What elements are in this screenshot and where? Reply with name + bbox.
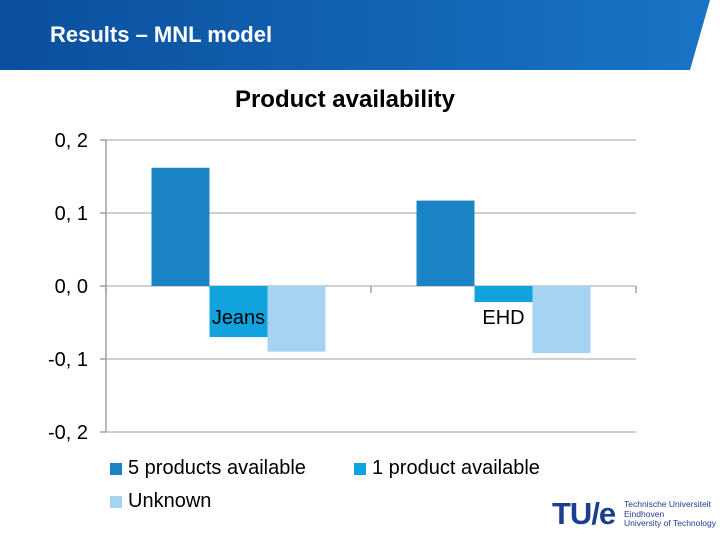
legend-item-unknown: Unknown	[110, 490, 211, 513]
y-tick-label: 0, 2	[55, 130, 88, 152]
logo-line: University of Technology	[624, 518, 716, 528]
y-tick-label: 0, 1	[55, 203, 88, 225]
bar	[532, 286, 591, 354]
logo-line: Technische Universiteit	[624, 499, 711, 509]
header-banner	[0, 0, 710, 70]
logo-mark: TU/e	[552, 496, 616, 531]
y-tick-label: -0, 2	[48, 422, 88, 444]
logo-line: Eindhoven	[624, 508, 665, 519]
legend-label: 5 products available	[128, 457, 306, 479]
bar	[474, 286, 533, 303]
legend-label: 1 product available	[372, 457, 540, 479]
legend-swatch	[110, 462, 122, 475]
chart-title: Product availability	[234, 86, 456, 113]
slide-title: Results – MNL model	[50, 22, 273, 47]
y-tick-label: 0, 0	[55, 276, 88, 298]
bars	[151, 167, 591, 354]
bar	[267, 286, 326, 352]
bar	[209, 286, 268, 338]
legend-item-5-products: 5 products available	[110, 457, 306, 480]
category-label: Jeans	[212, 307, 265, 329]
category-label: EHD	[482, 307, 524, 329]
y-tick-label: -0, 1	[48, 349, 88, 371]
legend-swatch	[110, 495, 122, 508]
category-labels: Jeans EHD	[212, 307, 525, 329]
legend-item-1-product: 1 product available	[354, 457, 540, 480]
legend-swatch	[354, 462, 366, 475]
legend-label: Unknown	[128, 490, 212, 512]
tue-logo: TU/e Technische Universiteit Eindhoven U…	[552, 496, 720, 536]
y-axis-ticks: 0, 2 0, 1 0, 0 -0, 1 -0, 2	[48, 130, 88, 444]
slide-header: Results – MNL model	[0, 0, 720, 70]
bar	[151, 167, 210, 286]
logo-text: Technische Universiteit Eindhoven Univer…	[624, 499, 716, 529]
bar	[416, 200, 475, 286]
